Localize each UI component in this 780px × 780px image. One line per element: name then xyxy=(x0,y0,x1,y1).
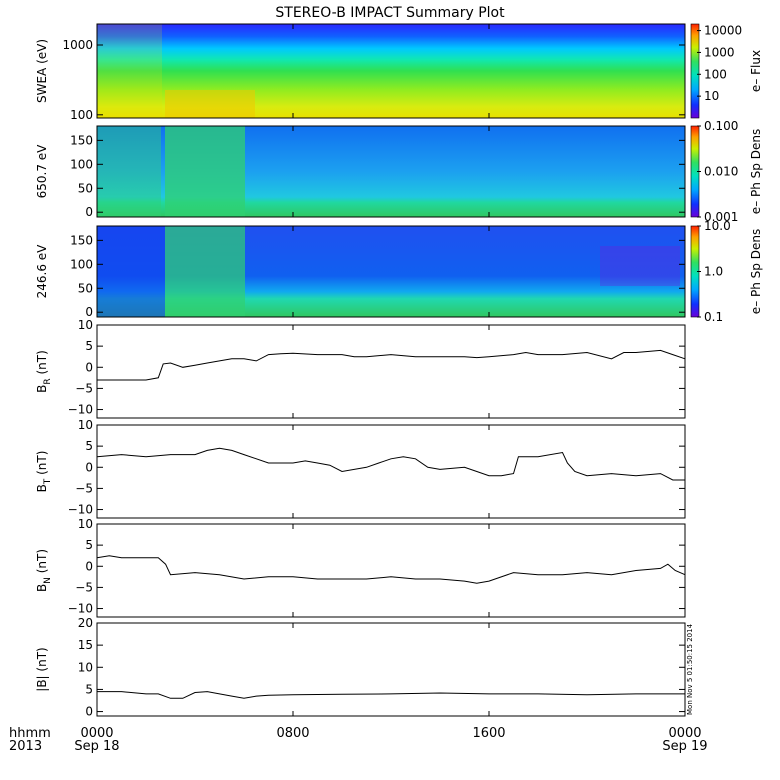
x-tick-label-time-2: 1600 xyxy=(472,726,505,741)
y-tick-label-4-3: 5 xyxy=(85,439,93,453)
y-tick-label-5-2: 0 xyxy=(85,559,93,573)
colorbar-tick-label-0-1: 100 xyxy=(704,67,727,81)
x-tick-label-date-3: Sep 19 xyxy=(662,739,707,754)
pad-246-early-block xyxy=(97,226,165,317)
y-axis-label-5: BN (nT) xyxy=(35,549,53,592)
colorbar-tick-label-0-3: 10000 xyxy=(704,24,742,38)
y-tick-label-1-1: 50 xyxy=(78,181,93,195)
plot-title: STEREO-B IMPACT Summary Plot xyxy=(275,5,505,21)
series-line-6 xyxy=(97,691,685,699)
y-tick-label-3-0: −10 xyxy=(68,403,93,417)
y-tick-label-6-2: 10 xyxy=(78,660,93,674)
pad-650-panel-frame xyxy=(96,125,686,218)
y-tick-label-1-3: 150 xyxy=(70,133,93,147)
bt-panel-frame xyxy=(96,424,686,519)
y-tick-label-3-4: 10 xyxy=(78,318,93,332)
colorbar-tick-label-1-1: 0.010 xyxy=(704,165,738,179)
colorbar-tick-label-2-0: 0.1 xyxy=(704,310,723,324)
y-tick-label-3-1: −5 xyxy=(75,381,93,395)
bmag-panel-frame xyxy=(96,622,686,717)
y-tick-label-4-1: −5 xyxy=(75,481,93,495)
colorbar-tick-label-2-2: 10.0 xyxy=(704,219,731,233)
swea-early-band xyxy=(97,24,162,118)
swea-panel xyxy=(96,23,686,119)
colorbar-tick-label-0-0: 10 xyxy=(704,89,719,103)
swea-colorbar xyxy=(690,23,700,119)
colorbar-tick-label-2-1: 1.0 xyxy=(704,265,723,279)
y-axis-label-1: 650.7 eV xyxy=(35,144,49,199)
series-line-4 xyxy=(96,447,685,481)
y-tick-label-6-1: 5 xyxy=(85,682,93,696)
pad-246-panel xyxy=(96,225,686,318)
y-tick-label-4-0: −10 xyxy=(68,503,93,517)
y-axis-label-4: BT (nT) xyxy=(35,451,53,493)
y-tick-label-6-0: 0 xyxy=(85,705,93,719)
y-tick-label-5-0: −10 xyxy=(68,602,93,616)
pad-650-green-block xyxy=(165,126,245,217)
y-axis-label-3: BR (nT) xyxy=(35,350,53,393)
series-line-5 xyxy=(96,555,686,584)
generation-timestamp: Mon Nov 5 01:50:15 2014 xyxy=(686,623,694,715)
y-tick-label-3-3: 5 xyxy=(85,339,93,353)
colorbar-label-2: e– Ph Sp Dens xyxy=(749,229,763,314)
y-tick-label-6-3: 15 xyxy=(78,638,93,652)
pad-246-panel-frame xyxy=(96,225,686,318)
pad-650-panel xyxy=(96,125,686,218)
y-tick-label-0-0: 100 xyxy=(70,108,93,122)
x-tick-label-time-1: 0800 xyxy=(276,726,309,741)
swea-colorbar-gradient xyxy=(690,23,700,119)
pad-246-green-block xyxy=(165,226,245,317)
y-tick-label-5-3: 5 xyxy=(85,538,93,552)
y-tick-label-1-2: 100 xyxy=(70,157,93,171)
x-row-label-year: 2013 xyxy=(9,739,42,754)
x-tick-label-time-0: 0000 xyxy=(80,726,113,741)
y-tick-label-2-3: 150 xyxy=(70,233,93,247)
y-tick-label-5-4: 10 xyxy=(78,517,93,531)
y-tick-label-2-2: 100 xyxy=(70,257,93,271)
swea-panel-frame xyxy=(96,23,686,119)
x-tick-label-date-0: Sep 18 xyxy=(74,739,119,754)
y-tick-label-4-4: 10 xyxy=(78,418,93,432)
y-axis-label-0: SWEA (eV) xyxy=(35,39,49,103)
colorbar-tick-label-0-2: 1000 xyxy=(704,45,735,59)
y-tick-label-2-1: 50 xyxy=(78,281,93,295)
y-tick-label-1-0: 0 xyxy=(85,205,93,219)
y-tick-label-2-0: 0 xyxy=(85,305,93,319)
colorbar-label-1: e– Ph Sp Dens xyxy=(749,129,763,214)
pad-650-early-green-block xyxy=(97,126,161,217)
colorbar-label-0: e– Flux xyxy=(749,50,763,92)
y-axis-label-2: 246.6 eV xyxy=(35,244,49,299)
x-row-label-time: hhmm xyxy=(9,726,51,741)
x-tick-label-time-3: 0000 xyxy=(668,726,701,741)
y-tick-label-0-1: 1000 xyxy=(62,38,93,52)
y-tick-label-6-4: 20 xyxy=(78,616,93,630)
y-tick-label-3-2: 0 xyxy=(85,360,93,374)
pad-246-purple-region xyxy=(600,246,680,286)
y-axis-label-6: |B| (nT) xyxy=(35,647,49,691)
y-tick-label-5-1: −5 xyxy=(75,580,93,594)
swea-high-flux-patch xyxy=(165,90,255,118)
series-line-3 xyxy=(97,349,686,381)
colorbar-tick-label-1-2: 0.100 xyxy=(704,119,738,133)
br-panel-frame xyxy=(96,324,686,419)
colorbar-tick-label-1-0: 0.001 xyxy=(704,210,738,224)
bn-panel-frame xyxy=(96,523,686,618)
y-tick-label-4-2: 0 xyxy=(85,460,93,474)
